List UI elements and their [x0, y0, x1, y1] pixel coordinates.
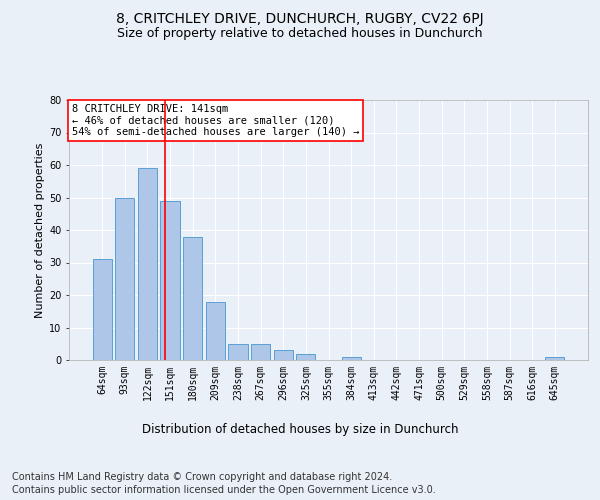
- Bar: [115, 198, 134, 360]
- Bar: [341, 357, 361, 360]
- Bar: [229, 344, 248, 360]
- Text: Contains HM Land Registry data © Crown copyright and database right 2024.: Contains HM Land Registry data © Crown c…: [12, 472, 392, 482]
- Text: 8 CRITCHLEY DRIVE: 141sqm
← 46% of detached houses are smaller (120)
54% of semi: 8 CRITCHLEY DRIVE: 141sqm ← 46% of detac…: [71, 104, 359, 137]
- Bar: [206, 302, 225, 360]
- Bar: [160, 200, 180, 360]
- Bar: [92, 259, 112, 360]
- Bar: [296, 354, 316, 360]
- Text: Contains public sector information licensed under the Open Government Licence v3: Contains public sector information licen…: [12, 485, 436, 495]
- Text: 8, CRITCHLEY DRIVE, DUNCHURCH, RUGBY, CV22 6PJ: 8, CRITCHLEY DRIVE, DUNCHURCH, RUGBY, CV…: [116, 12, 484, 26]
- Bar: [183, 236, 202, 360]
- Text: Size of property relative to detached houses in Dunchurch: Size of property relative to detached ho…: [117, 28, 483, 40]
- Bar: [138, 168, 157, 360]
- Bar: [545, 357, 565, 360]
- Y-axis label: Number of detached properties: Number of detached properties: [35, 142, 45, 318]
- Bar: [251, 344, 270, 360]
- Bar: [274, 350, 293, 360]
- Text: Distribution of detached houses by size in Dunchurch: Distribution of detached houses by size …: [142, 422, 458, 436]
